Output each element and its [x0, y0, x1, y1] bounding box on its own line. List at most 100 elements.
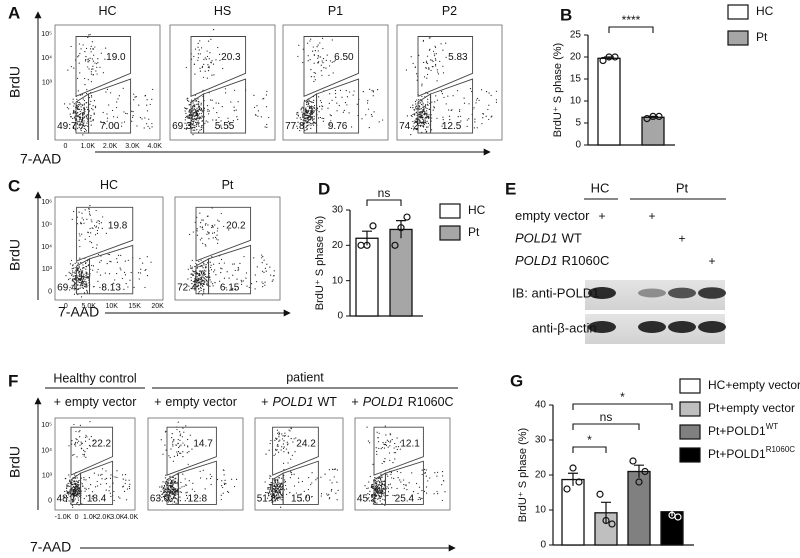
event-dot [212, 119, 214, 121]
event-dot [81, 117, 84, 119]
event-dot [375, 482, 377, 484]
event-dot [267, 487, 270, 489]
event-dot [211, 99, 213, 101]
event-dot [77, 499, 80, 501]
event-dot [169, 501, 172, 503]
event-dot [79, 104, 81, 106]
event-dot [412, 107, 414, 109]
event-dot [390, 471, 393, 474]
event-dot [176, 493, 178, 495]
event-dot [302, 119, 304, 121]
gate-value: 15.0 [291, 494, 311, 505]
event-dot [196, 107, 198, 109]
event-dot [180, 491, 182, 494]
event-dot [235, 478, 238, 480]
event-dot [232, 263, 234, 265]
event-dot [186, 107, 188, 110]
event-dot [205, 58, 207, 60]
event-dot [156, 497, 159, 499]
event-dot [197, 57, 199, 59]
event-dot [190, 99, 193, 101]
event-dot [310, 115, 312, 117]
event-dot [197, 114, 199, 116]
event-dot [419, 115, 421, 117]
event-dot [434, 63, 437, 66]
event-dot [327, 494, 329, 496]
event-dot [264, 281, 266, 283]
event-dot [217, 219, 219, 221]
gate-top [303, 36, 360, 97]
event-dot [474, 118, 476, 120]
event-dot [443, 480, 445, 482]
gate-value: 72.4 [177, 282, 197, 293]
event-dot [222, 67, 224, 70]
event-dot [205, 266, 207, 268]
event-dot [281, 486, 283, 488]
event-dot [65, 500, 68, 502]
gate-value: 19.0 [106, 52, 126, 63]
title-text: empty vector [65, 395, 137, 409]
event-dot [78, 489, 80, 491]
event-dot [101, 473, 103, 475]
event-dot [84, 440, 87, 442]
event-dot [80, 109, 83, 111]
event-dot [88, 438, 90, 440]
event-dot [77, 121, 79, 123]
event-dot [194, 279, 196, 281]
event-dot [199, 107, 201, 109]
event-dot [86, 436, 88, 438]
event-dot [264, 267, 267, 269]
legend-sup: WT [766, 422, 779, 431]
event-dot [192, 286, 194, 288]
event-dot [422, 120, 425, 122]
event-dot [82, 485, 84, 487]
event-dot [418, 54, 420, 56]
event-dot [198, 125, 200, 127]
event-dot [91, 491, 94, 493]
event-dot [367, 440, 369, 442]
gate-value: 12.1 [400, 438, 420, 449]
event-dot [78, 278, 80, 281]
event-dot [173, 493, 175, 495]
event-dot [173, 496, 175, 498]
y-tick-label: 10³ [42, 79, 53, 86]
event-dot [189, 265, 192, 267]
event-dot [85, 92, 88, 95]
event-dot [182, 442, 184, 444]
event-dot [81, 271, 83, 273]
event-dot [488, 118, 490, 121]
event-dot [384, 458, 386, 460]
event-dot [102, 111, 104, 114]
event-dot [426, 73, 429, 76]
event-dot [72, 267, 74, 269]
event-dot [276, 494, 278, 496]
event-dot [201, 237, 203, 239]
event-dot [90, 116, 92, 119]
event-dot [77, 108, 80, 110]
event-dot [378, 497, 380, 500]
event-dot [76, 223, 79, 225]
event-dot [104, 123, 106, 125]
event-dot [91, 96, 93, 98]
event-dot [83, 111, 85, 113]
event-dot [83, 106, 85, 108]
event-dot [322, 61, 324, 64]
event-dot [100, 474, 102, 476]
event-dot [388, 452, 391, 454]
event-dot [86, 286, 88, 288]
event-dot [236, 116, 238, 118]
event-dot [460, 120, 462, 122]
event-dot [269, 499, 271, 502]
event-dot [239, 262, 241, 265]
event-dot [262, 255, 264, 258]
event-dot [200, 108, 203, 111]
event-dot [421, 473, 423, 476]
event-dot [190, 279, 192, 281]
event-dot [371, 90, 373, 92]
event-dot [208, 67, 210, 69]
event-dot [179, 491, 181, 493]
event-dot [212, 285, 214, 287]
event-dot [211, 475, 213, 478]
event-dot [309, 119, 311, 121]
event-dot [87, 108, 89, 111]
